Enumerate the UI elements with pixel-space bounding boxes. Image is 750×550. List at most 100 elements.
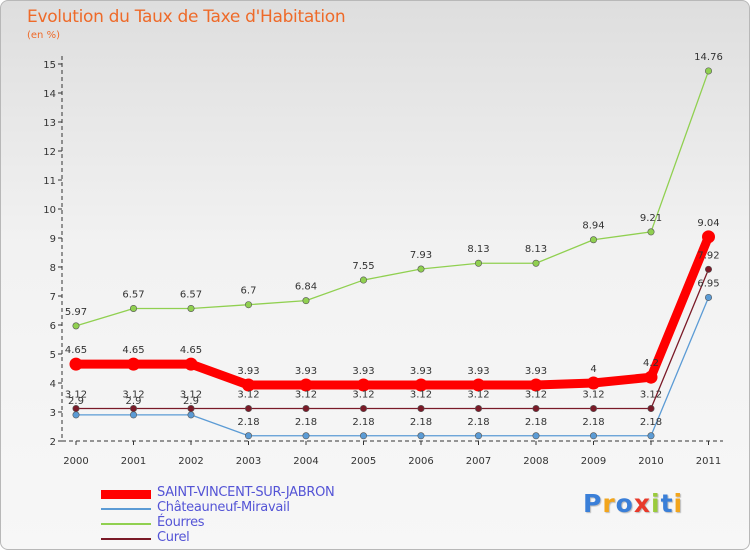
data-point [72, 322, 80, 330]
data-point [532, 405, 540, 413]
value-label: 6.95 [697, 278, 719, 289]
y-tick-label: 3 [50, 408, 56, 419]
data-point [359, 405, 367, 413]
data-point [302, 432, 310, 440]
value-label: 2.18 [352, 417, 374, 428]
legend-label: Châteauneuf-Miravail [157, 500, 290, 515]
data-point [474, 259, 482, 267]
data-point [184, 357, 198, 371]
x-tick-label: 2006 [408, 456, 433, 467]
logo-letter: P [583, 489, 603, 518]
data-point [72, 405, 80, 413]
x-tick-label: 2011 [696, 456, 721, 467]
data-point [532, 259, 540, 267]
y-tick-label: 13 [43, 118, 56, 129]
data-point [72, 411, 80, 419]
logo-letter: i [651, 489, 661, 518]
data-point [702, 230, 715, 244]
value-label: 3.12 [180, 390, 202, 401]
data-point [647, 405, 655, 413]
y-tick-label: 4 [50, 379, 56, 390]
value-label: 2.18 [467, 417, 489, 428]
value-label: 3.93 [410, 366, 432, 377]
data-point [357, 378, 370, 392]
x-tick-label: 2009 [581, 456, 606, 467]
value-label: 5.97 [65, 307, 87, 318]
value-label: 2.9 [183, 396, 199, 407]
value-label: 3.12 [65, 390, 87, 401]
y-tick-label: 6 [50, 321, 56, 332]
value-label: 6.7 [241, 286, 257, 297]
data-point [474, 432, 482, 440]
y-tick-label: 15 [43, 60, 56, 71]
data-point [130, 304, 138, 312]
data-point [704, 67, 712, 75]
series-line [75, 268, 710, 410]
data-point [647, 432, 655, 440]
value-label: 2.18 [237, 417, 259, 428]
data-point [417, 265, 425, 273]
x-tick-label: 2010 [638, 456, 663, 467]
legend: SAINT-VINCENT-SUR-JABRON Châteauneuf-Mir… [101, 485, 421, 546]
value-label: 4.65 [180, 345, 202, 356]
data-point [69, 357, 83, 371]
data-point [130, 405, 138, 413]
series-line [71, 232, 713, 390]
logo-letter: r [602, 489, 616, 518]
series-ch-teauneuf-miravail [72, 293, 712, 440]
data-point [704, 293, 712, 301]
x-tick-label: 2004 [293, 456, 318, 467]
data-point [187, 411, 195, 419]
y-tick-label: 5 [50, 350, 56, 361]
value-label: 6.57 [180, 289, 202, 300]
value-label: 4 [590, 364, 596, 375]
value-label: 3.93 [237, 366, 259, 377]
y-tick-label: 8 [50, 263, 56, 274]
value-label: 9.04 [697, 218, 719, 229]
y-tick-label: 9 [50, 234, 56, 245]
value-label: 3.93 [352, 366, 374, 377]
y-tick-label: 14 [43, 89, 56, 100]
legend-swatch [101, 508, 151, 510]
series-line [75, 70, 710, 327]
data-point [644, 370, 658, 384]
legend-swatch [101, 523, 151, 525]
value-label: 3.12 [122, 390, 144, 401]
value-label: 3.12 [237, 390, 259, 401]
value-label: 2.18 [410, 417, 432, 428]
value-label: 14.76 [694, 52, 723, 63]
data-point [529, 378, 543, 392]
value-labels-layer: 5.97 6.57 6.57 6.7 6.84 7.55 7.93 8.13 8.13 8.94 9… [65, 52, 723, 428]
proxiti-logo: Proxiti [583, 489, 683, 518]
data-point [647, 228, 655, 236]
chart-subtitle: (en %) [27, 30, 60, 41]
data-point [359, 432, 367, 440]
data-point [302, 405, 310, 413]
value-label: 2.9 [68, 396, 84, 407]
value-label: 3.93 [295, 366, 317, 377]
value-label: 4.2 [643, 358, 659, 369]
value-label: 8.94 [582, 221, 604, 232]
data-point [589, 236, 597, 244]
y-tick-label: 11 [43, 176, 56, 187]
y-tick-label: 7 [50, 292, 56, 303]
data-point [245, 301, 253, 309]
x-tick-label: 2008 [523, 456, 548, 467]
legend-label: SAINT-VINCENT-SUR-JABRON [157, 485, 335, 500]
axes: 2 3 4 5 6 7 8 9 10 11 12 13 14 15 2000 2001 2002 2003 2004… [43, 56, 723, 467]
value-label: 2.18 [640, 417, 662, 428]
series-curel [72, 265, 712, 413]
legend-item: Châteauneuf-Miravail [101, 500, 421, 516]
value-label: 9.21 [640, 213, 662, 224]
value-label: 8.13 [467, 244, 489, 255]
legend-label: Curel [157, 530, 190, 545]
data-point [589, 405, 597, 413]
series--ourres [72, 67, 712, 330]
logo-letter: t [660, 489, 674, 518]
data-point [589, 432, 597, 440]
data-point [414, 378, 428, 392]
data-point [532, 432, 540, 440]
value-label: 7.92 [697, 250, 719, 261]
logo-letter: o [615, 489, 634, 518]
